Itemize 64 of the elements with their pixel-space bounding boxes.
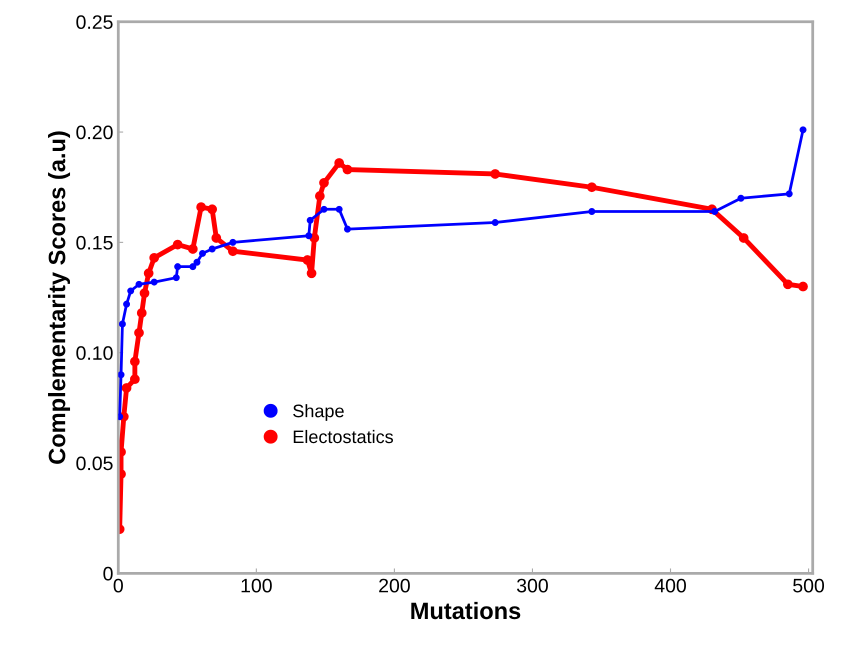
- point: [344, 226, 351, 233]
- point: [130, 374, 140, 384]
- x-tick-label: 200: [379, 578, 410, 592]
- point: [199, 250, 206, 257]
- point: [738, 233, 749, 243]
- point: [211, 233, 222, 243]
- point: [172, 274, 180, 282]
- x-tick-label: 500: [793, 578, 824, 592]
- point: [305, 232, 312, 240]
- point: [188, 244, 198, 254]
- point: [123, 300, 130, 308]
- point: [149, 252, 160, 263]
- point: [174, 263, 182, 270]
- y-tick-label: 0.25: [76, 15, 113, 29]
- x-tick-label: 300: [516, 578, 548, 592]
- y-axis-title: Complementarity Scores (a.u): [48, 131, 70, 464]
- point: [334, 158, 344, 168]
- y-tick-label: 0.10: [76, 346, 113, 360]
- point: [798, 282, 808, 292]
- point: [229, 238, 236, 246]
- point: [172, 240, 183, 250]
- point: [306, 216, 314, 224]
- point: [136, 280, 142, 288]
- point: [737, 194, 744, 202]
- point: [122, 383, 132, 393]
- point: [196, 202, 206, 212]
- x-tick-label: 400: [654, 578, 686, 592]
- point: [207, 204, 218, 214]
- legend-label: Shape: [293, 404, 344, 421]
- point: [342, 164, 352, 174]
- point: [189, 263, 196, 270]
- point: [140, 288, 150, 298]
- point: [586, 182, 597, 192]
- point: [314, 191, 325, 201]
- point: [336, 206, 343, 213]
- point: [208, 246, 216, 252]
- point: [144, 268, 154, 278]
- point: [800, 126, 807, 134]
- point: [492, 219, 499, 226]
- y-tick-label: 0.05: [76, 456, 113, 470]
- point: [194, 258, 200, 266]
- y-tick-label: 0.15: [76, 236, 113, 250]
- x-tick-label: 100: [242, 578, 272, 592]
- point: [150, 278, 158, 286]
- point: [306, 268, 316, 278]
- point: [118, 320, 126, 328]
- point: [782, 279, 793, 290]
- point: [118, 371, 125, 378]
- point: [127, 287, 134, 294]
- point: [319, 178, 329, 188]
- point: [228, 246, 238, 256]
- point: [130, 356, 140, 366]
- point: [136, 308, 147, 318]
- point: [786, 190, 793, 198]
- point: [134, 328, 144, 338]
- y-tick-label: 0.20: [76, 126, 113, 140]
- point: [320, 206, 328, 213]
- x-axis-title: Mutations: [411, 602, 520, 620]
- point: [490, 169, 500, 179]
- point: [588, 208, 596, 215]
- legend-label: Electostatics: [294, 430, 394, 444]
- x-tick-label: 0: [114, 578, 123, 592]
- point: [711, 208, 718, 215]
- y-tick-label: 0: [103, 566, 113, 581]
